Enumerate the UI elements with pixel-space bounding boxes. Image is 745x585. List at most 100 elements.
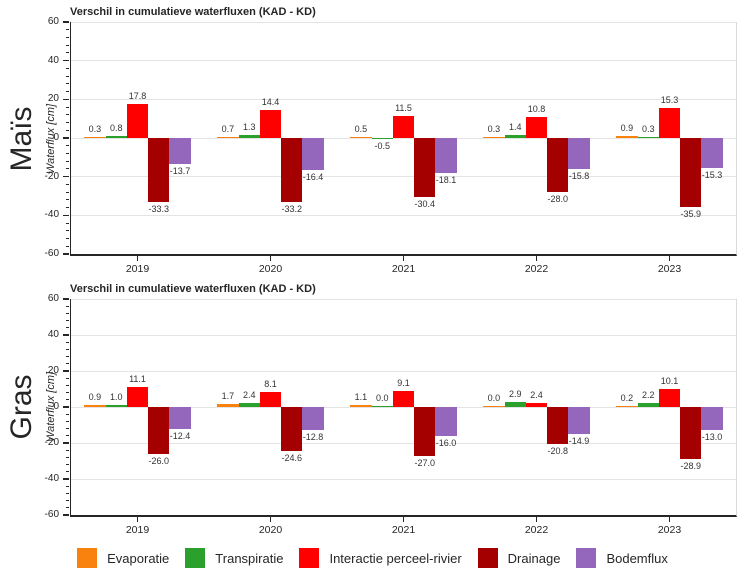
y-axis-tick	[63, 59, 69, 62]
x-axis-tick	[269, 517, 272, 522]
bar-drainage	[414, 407, 436, 456]
y-axis-tick-label: 20	[47, 93, 59, 105]
y-axis-minor-tick	[66, 392, 69, 394]
y-axis-minor-tick	[66, 160, 69, 162]
bar-drainage	[148, 138, 170, 203]
y-axis-tick-label: 20	[47, 365, 59, 376]
x-axis-tick-label: 2021	[391, 524, 416, 536]
x-axis-tick	[269, 256, 272, 261]
bar-value-label: -28.0	[547, 194, 569, 205]
bar-interactie-perceel-rivier	[658, 108, 681, 138]
bar-value-label: 9.1	[397, 377, 410, 388]
y-axis-minor-tick	[66, 75, 69, 77]
y-axis-minor-tick	[66, 485, 69, 487]
legend-entry-transpiratie: Transpiratie	[185, 548, 283, 568]
y-axis-minor-tick	[66, 238, 69, 240]
bar-bodemflux	[435, 407, 457, 436]
x-axis-tick-label: 2020	[258, 263, 283, 275]
y-axis-minor-tick	[66, 245, 69, 247]
y-axis-minor-tick	[66, 500, 69, 502]
legend-label: Bodemflux	[606, 550, 668, 566]
bar-transpiratie	[637, 137, 659, 138]
y-axis-tick	[63, 298, 69, 300]
bar-interactie-perceel-rivier	[259, 110, 282, 138]
x-axis-tick-label: 2022	[524, 263, 549, 275]
gridline	[71, 176, 736, 178]
y-axis-minor-tick	[66, 348, 69, 350]
y-axis-minor-tick	[66, 129, 69, 131]
bar-drainage	[547, 407, 569, 445]
x-axis-tick	[402, 256, 405, 261]
y-axis-tick	[63, 334, 69, 336]
y-axis-minor-tick	[66, 183, 69, 185]
bar-value-label: 1.1	[354, 392, 368, 403]
bar-interactie-perceel-rivier	[126, 103, 149, 138]
legend-label: Interactie perceel-rivier	[329, 550, 462, 566]
y-axis-minor-tick	[66, 312, 69, 314]
legend-swatch-transpiratie	[185, 548, 206, 568]
bar-drainage	[281, 407, 303, 452]
y-axis-tick	[63, 175, 69, 178]
y-axis-tick-label: 40	[47, 54, 59, 66]
bar-value-label: 0.9	[620, 123, 634, 134]
y-axis-minor-tick	[66, 29, 69, 31]
y-axis-minor-tick	[66, 363, 69, 365]
gridline	[71, 21, 736, 23]
bar-value-label: 1.7	[221, 390, 235, 401]
legend-swatch-drainage	[477, 548, 498, 568]
y-axis-minor-tick	[66, 114, 69, 116]
y-axis-tick	[63, 137, 69, 139]
legend-swatch-interactie-perceel-rivier	[299, 548, 320, 568]
bar-value-label: 0.3	[88, 124, 102, 134]
bar-transpiratie	[504, 135, 526, 138]
gridline	[71, 298, 736, 300]
bar-value-label: 0.7	[221, 123, 235, 134]
y-axis-minor-tick	[66, 83, 69, 85]
bar-value-label: 0.5	[354, 124, 368, 134]
y-axis-minor-tick	[66, 507, 69, 509]
bar-value-label: 2.4	[530, 389, 543, 400]
y-axis-minor-tick	[66, 471, 69, 473]
gridline	[71, 98, 736, 100]
bar-interactie-perceel-rivier	[658, 388, 681, 407]
y-axis-minor-tick	[66, 230, 69, 232]
bar-drainage	[281, 138, 303, 203]
y-axis-minor-tick	[66, 305, 69, 307]
legend-swatch-evaporatie	[77, 548, 98, 568]
y-axis-minor-tick	[66, 222, 69, 224]
y-axis-minor-tick	[66, 152, 69, 154]
y-axis-minor-tick	[66, 168, 69, 170]
bar-evaporatie	[217, 403, 239, 407]
legend-swatch-bodemflux	[576, 548, 597, 568]
x-axis-tick-label: 2019	[125, 524, 150, 536]
bar-drainage	[680, 407, 702, 460]
y-axis-minor-tick	[66, 91, 69, 93]
y-axis-minor-tick	[66, 464, 69, 466]
y-axis-tick	[63, 442, 69, 444]
gridline	[71, 370, 736, 372]
y-axis-tick-label: 60	[47, 16, 59, 27]
y-axis-tick-label: 0	[53, 401, 59, 412]
y-axis-minor-tick	[66, 399, 69, 401]
y-axis-tick-label: -20	[44, 170, 59, 182]
chart-mais: Maïs Waterflux [cm] Verschil in cumulati…	[0, 0, 745, 278]
bar-value-label: -0.5	[374, 141, 390, 151]
bar-value-label: 11.1	[129, 374, 146, 385]
y-axis-minor-tick	[66, 207, 69, 209]
bar-value-label: -20.8	[547, 446, 569, 457]
gridline	[71, 334, 736, 336]
bar-bodemflux	[701, 138, 723, 168]
y-axis-minor-tick	[66, 52, 69, 54]
bar-value-label: -33.3	[148, 204, 170, 215]
y-axis-tick	[63, 478, 69, 480]
bar-transpiratie	[238, 402, 260, 407]
bar-transpiratie	[504, 401, 526, 407]
bar-transpiratie	[238, 135, 260, 138]
bar-evaporatie	[84, 137, 106, 138]
bar-value-label: -28.9	[680, 461, 702, 472]
y-axis-minor-tick	[66, 36, 69, 38]
bar-value-label: -26.0	[148, 455, 170, 466]
bar-bodemflux	[169, 407, 191, 430]
y-axis-tick-label: 0	[53, 132, 59, 143]
bar-bodemflux	[302, 138, 324, 170]
